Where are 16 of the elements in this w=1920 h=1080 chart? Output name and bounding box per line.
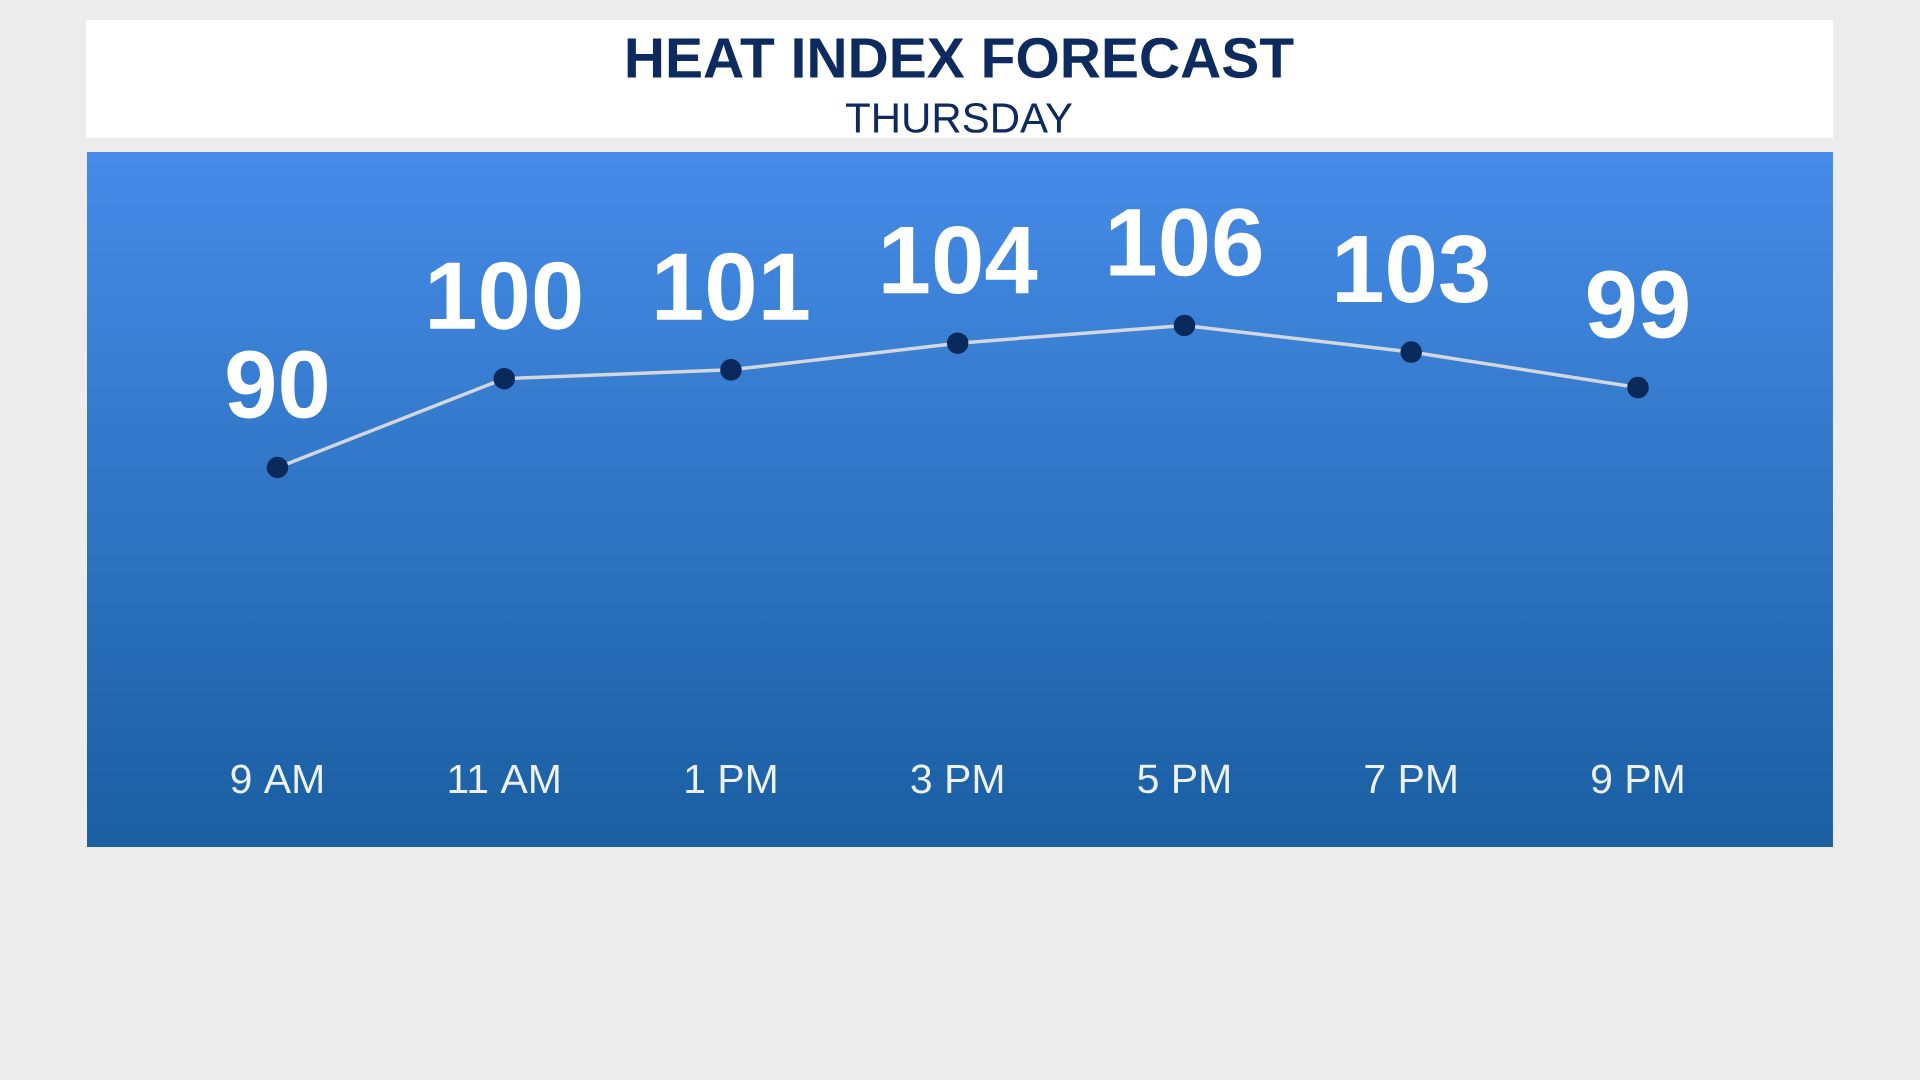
x-tick-label: 7 PM [1365, 764, 1456, 794]
chart-title: HEAT INDEX FORECAST [627, 37, 1294, 79]
x-tick-label: 3 PM [911, 764, 1003, 794]
x-tick-label: 11 AM [449, 764, 559, 794]
data-label: 99 [1587, 270, 1688, 339]
x-tick-label: 9 PM [1592, 764, 1683, 794]
data-label: 104 [883, 226, 1038, 295]
x-tick-label: 9 AM [231, 764, 322, 794]
data-label: 106 [1110, 208, 1262, 277]
x-tick-label: 1 PM [686, 764, 776, 794]
data-label: 90 [227, 350, 327, 419]
chart-subtitle: THURSDAY [846, 103, 1073, 133]
data-label: 100 [430, 261, 581, 330]
x-tick-label: 5 PM [1138, 764, 1229, 794]
data-label: 101 [656, 252, 809, 321]
data-label: 103 [1337, 235, 1488, 304]
